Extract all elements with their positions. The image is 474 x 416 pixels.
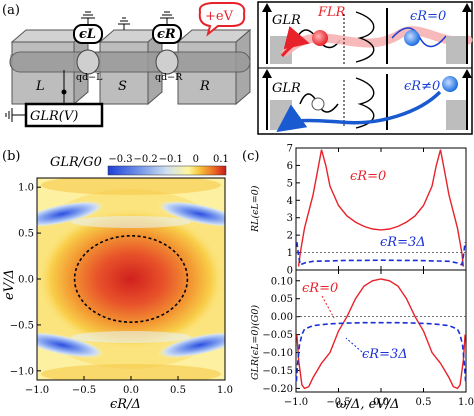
- bottom-pointer-blue: [345, 337, 363, 353]
- cartoon-top-condition: ϵR=0: [410, 9, 446, 24]
- cartoon-panel: GLR FLR ϵR=0 GLR ϵR≠: [257, 1, 473, 135]
- ground-symbol-s: [118, 17, 130, 30]
- ytick-label: 0: [287, 266, 293, 277]
- series-line-0: [296, 278, 466, 390]
- heatmap-xtick-label: 1.0: [217, 385, 233, 396]
- cartoon-bottom: GLR ϵR≠0: [262, 69, 472, 133]
- series-line-1: [295, 321, 467, 382]
- gate-left: ϵL: [73, 11, 103, 44]
- dot-left-red: [312, 30, 328, 46]
- ytick-label: 7: [287, 144, 293, 155]
- panel-a: (a) L S R qd−L qd−R: [2, 1, 252, 128]
- lead-s-label: S: [118, 79, 127, 94]
- colorbar: [107, 165, 227, 176]
- panel-b: (b) GLR/G0 −0.3 −0.2 −0.1 0 0.1 −1.0 −0.5 0.0 0…: [2, 149, 233, 412]
- lead-r-label: R: [199, 79, 210, 94]
- xtick-label: −1.0: [284, 397, 308, 408]
- xtick-label: −0.5: [326, 397, 350, 408]
- ytick-label: 3: [287, 213, 293, 224]
- heatmap-xtick-label: −0.5: [72, 385, 96, 396]
- ytick-label: 5: [287, 178, 293, 189]
- ytick-label: −0.10: [262, 348, 293, 359]
- heatmap-ytick-label: −1.0: [10, 366, 34, 377]
- xtick-label: 1.0: [458, 397, 474, 408]
- bias-label: +eV: [205, 9, 234, 24]
- dot-right-blue: [404, 30, 420, 46]
- plot-top: 0 1 2 3 4 5 6 7: [287, 144, 467, 277]
- heatmap-xtick-label: 0.0: [123, 385, 139, 396]
- gate-right-energy: ϵR: [157, 27, 176, 42]
- top-label-er3: ϵR=3Δ: [380, 235, 426, 250]
- colorbar-tick-label: −0.2: [134, 154, 158, 165]
- lead-l-label: L: [35, 79, 45, 94]
- colorbar-tick-label: 0.1: [213, 154, 229, 165]
- heatmap-axes: −1.0 −0.5 0.0 0.5 1.0 −1.0 −0.5 0.0 0.5 1.0: [10, 183, 233, 396]
- heatmap-xlabel: ϵR/Δ: [110, 397, 141, 412]
- plot-xlabel: ω/Δ, eV/Δ: [336, 397, 399, 412]
- xtick-label: 0.0: [373, 397, 389, 408]
- heatmap-xtick-label: −1.0: [25, 385, 49, 396]
- ytick-label: 1: [287, 248, 293, 259]
- ytick-label: 4: [287, 196, 293, 207]
- ytick-label: 0.00: [271, 312, 293, 323]
- heatmap-ytick-label: 0.5: [18, 229, 34, 240]
- ytick-label: −0.05: [262, 330, 293, 341]
- bottom-label-er3: ϵR=3Δ: [362, 347, 408, 362]
- qd-left-label: qd−L: [76, 72, 103, 83]
- ytick-label: 0.10: [271, 276, 293, 287]
- quantum-dot-right: [155, 49, 179, 75]
- plot-bottom: −0.20 −0.15 −0.10 −0.05 0.00 0.05 0.10 −1.0 −0.5…: [262, 270, 474, 408]
- cartoon-force-label: FLR: [317, 5, 346, 20]
- colorbar-tick-label: −0.3: [108, 154, 132, 165]
- cartoon-bottom-label: GLR: [272, 81, 301, 96]
- colorbar-title: GLR/G0: [50, 155, 102, 170]
- cartoon-bottom-condition: ϵR≠0: [404, 79, 440, 94]
- heatmap-xtick-label: 0.5: [170, 385, 186, 396]
- dot-right-blue-off: [442, 76, 458, 92]
- ytick-label: −0.15: [262, 366, 293, 377]
- gate-right: ϵR: [152, 11, 182, 44]
- cartoon-top-label: GLR: [272, 13, 301, 28]
- plot-bottom-ylabel: GLR(ϵL=0)(G0): [250, 305, 261, 380]
- heatmap-ylabel: eV/Δ: [2, 269, 17, 300]
- ytick-label: −0.20: [262, 384, 293, 395]
- bias-bubble: +eV: [198, 1, 246, 37]
- heatmap: [37, 178, 225, 380]
- series-line-1: [296, 242, 466, 266]
- ytick-label: 6: [287, 161, 293, 172]
- panel-c: (c) 0 1 2 3 4 5 6 7 −0.20 −0.15 −0.10 −0.05 0.00 0.0…: [242, 144, 474, 413]
- contour-zero: [73, 235, 189, 323]
- ytick-label: 2: [287, 231, 293, 242]
- plot-top-frame: [295, 147, 467, 271]
- conductance-meter: GLR(V): [5, 70, 104, 128]
- cartoon-top: GLR FLR ϵR=0: [262, 3, 473, 64]
- quantum-dot-left: [76, 49, 100, 75]
- gate-left-energy: ϵL: [79, 27, 96, 42]
- colorbar-tick-label: 0: [193, 154, 199, 165]
- xtick-label: 0.5: [416, 397, 432, 408]
- heatmap-ytick-label: 1.0: [18, 183, 34, 194]
- bottom-label-er0: ϵR=0: [302, 281, 338, 296]
- panel-c-label: (c): [242, 149, 259, 164]
- meter-label: GLR(V): [30, 109, 78, 124]
- colorbar-ticks: −0.3 −0.2 −0.1 0 0.1: [108, 154, 229, 165]
- nanowire-front: [9, 51, 251, 73]
- panel-a-label: (a): [2, 3, 20, 18]
- panel-b-label: (b): [2, 149, 20, 164]
- qd-right-label: qd−R: [155, 72, 183, 83]
- top-label-er0: ϵR=0: [350, 169, 386, 184]
- series-line-0: [297, 149, 465, 267]
- colorbar-tick-label: −0.1: [159, 154, 183, 165]
- heatmap-ytick-label: −0.5: [10, 320, 34, 331]
- plot-top-ylabel: RL(ϵL=0): [250, 185, 261, 233]
- heatmap-ytick-label: 0.0: [18, 275, 34, 286]
- ytick-label: 0.05: [271, 294, 293, 305]
- bottom-pointer-red: [321, 295, 335, 319]
